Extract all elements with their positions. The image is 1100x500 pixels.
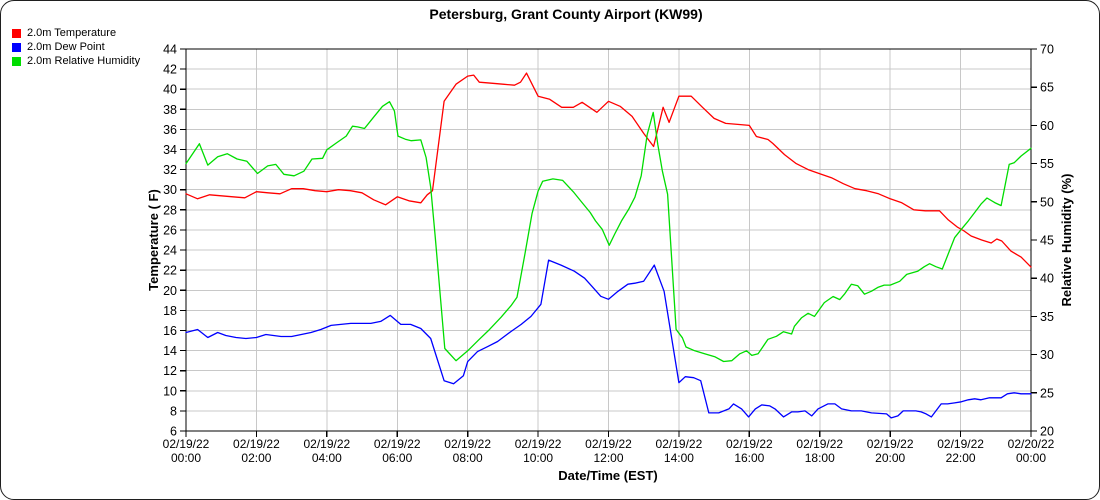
y-left-tick-label: 34 [163,143,177,157]
x-axis-title: Date/Time (EST) [558,468,657,483]
y-left-tick-label: 24 [163,244,177,258]
y-left-tick-label: 16 [163,324,177,338]
legend: 2.0m Temperature 2.0m Dew Point 2.0m Rel… [12,26,140,68]
y-left-axis-title: Temperature ( F) [146,189,161,291]
y-left-tick-labels: 6 8 10 12 14 16 18 20 22 24 26 28 30 32 34 36 38 40 42 44 [163,43,177,439]
x-tick-date-label: 02/19/22 [656,437,703,451]
x-tick-date-label: 02/19/22 [374,437,421,451]
x-tick-date-label: 02/19/22 [867,437,914,451]
x-tick-date-label: 02/19/22 [937,437,984,451]
x-tick-date-label: 02/19/22 [796,437,843,451]
y-right-tick-label: 30 [1040,348,1054,362]
data-series [185,72,1032,419]
y-right-tick-label: 20 [1040,425,1054,439]
chart-title: Petersburg, Grant County Airport (KW99) [429,6,703,22]
x-tick-date-label: 02/19/22 [515,437,562,451]
x-tick-time-label: 02:00 [241,451,271,465]
y-left-tick-label: 10 [163,384,177,398]
y-left-tick-label: 40 [163,83,177,97]
x-tick-time-label: 16:00 [734,451,764,465]
legend-swatch-dew-point-icon [12,42,21,52]
legend-item-relative-humidity: 2.0m Relative Humidity [12,54,140,68]
temperature-line [185,72,1032,268]
y-right-tick-label: 50 [1040,195,1054,209]
y-left-tick-label: 42 [163,63,177,77]
legend-swatch-relative-humidity-icon [12,56,21,66]
gridlines [186,49,1031,431]
x-tick-time-label: 00:00 [1016,451,1046,465]
y-left-tick-label: 20 [163,284,177,298]
x-tick-date-label: 02/19/22 [163,437,210,451]
x-tick-date-label: 02/19/22 [726,437,773,451]
x-tick-time-label: 06:00 [382,451,412,465]
y-left-tick-label: 6 [170,425,177,439]
relative-humidity-line [185,101,1032,363]
y-right-tick-label: 35 [1040,310,1054,324]
y-right-tick-label: 45 [1040,234,1054,248]
x-tick-date-label: 02/19/22 [585,437,632,451]
x-tick-labels: 02/19/2200:0002/19/2202:0002/19/2204:000… [163,437,1055,465]
x-tick-time-label: 14:00 [664,451,694,465]
x-tick-time-label: 00:00 [171,451,201,465]
y-left-tick-label: 30 [163,183,177,197]
legend-label-relative-humidity: 2.0m Relative Humidity [27,55,141,67]
y-left-tick-label: 32 [163,163,177,177]
axis-ticks [180,48,1037,437]
y-right-tick-label: 40 [1040,272,1054,286]
y-left-tick-label: 22 [163,264,177,278]
y-left-tick-label: 36 [163,123,177,137]
y-left-tick-label: 18 [163,304,177,318]
y-left-tick-label: 14 [163,344,177,358]
x-tick-time-label: 18:00 [805,451,835,465]
legend-label-temperature: 2.0m Temperature [27,27,117,39]
y-left-tick-label: 28 [163,203,177,217]
x-tick-time-label: 22:00 [946,451,976,465]
legend-swatch-temperature-icon [12,28,21,38]
x-tick-time-label: 04:00 [312,451,342,465]
y-right-tick-label: 55 [1040,157,1054,171]
x-tick-date-label: 02/19/22 [444,437,491,451]
legend-label-dew-point: 2.0m Dew Point [27,41,105,53]
y-right-tick-label: 25 [1040,386,1054,400]
legend-item-temperature: 2.0m Temperature [12,26,140,40]
x-tick-time-label: 12:00 [593,451,623,465]
x-tick-date-label: 02/19/22 [233,437,280,451]
y-left-tick-label: 44 [163,43,177,57]
x-tick-date-label: 02/19/22 [303,437,350,451]
legend-item-dew-point: 2.0m Dew Point [12,40,140,54]
x-tick-date-label: 02/20/22 [1008,437,1055,451]
x-tick-time-label: 10:00 [523,451,553,465]
y-right-axis-title: Relative Humidity (%) [1059,174,1074,307]
y-right-tick-labels: 20 25 30 35 40 45 50 55 60 65 70 [1040,43,1054,439]
y-left-tick-label: 38 [163,103,177,117]
y-left-tick-label: 26 [163,223,177,237]
x-tick-time-label: 20:00 [875,451,905,465]
x-tick-time-label: 08:00 [453,451,483,465]
y-left-tick-label: 12 [163,364,177,378]
dew-point-line [185,259,1032,419]
y-right-tick-label: 70 [1040,43,1054,57]
y-left-tick-label: 8 [170,404,177,418]
y-right-tick-label: 65 [1040,81,1054,95]
y-right-tick-label: 60 [1040,119,1054,133]
